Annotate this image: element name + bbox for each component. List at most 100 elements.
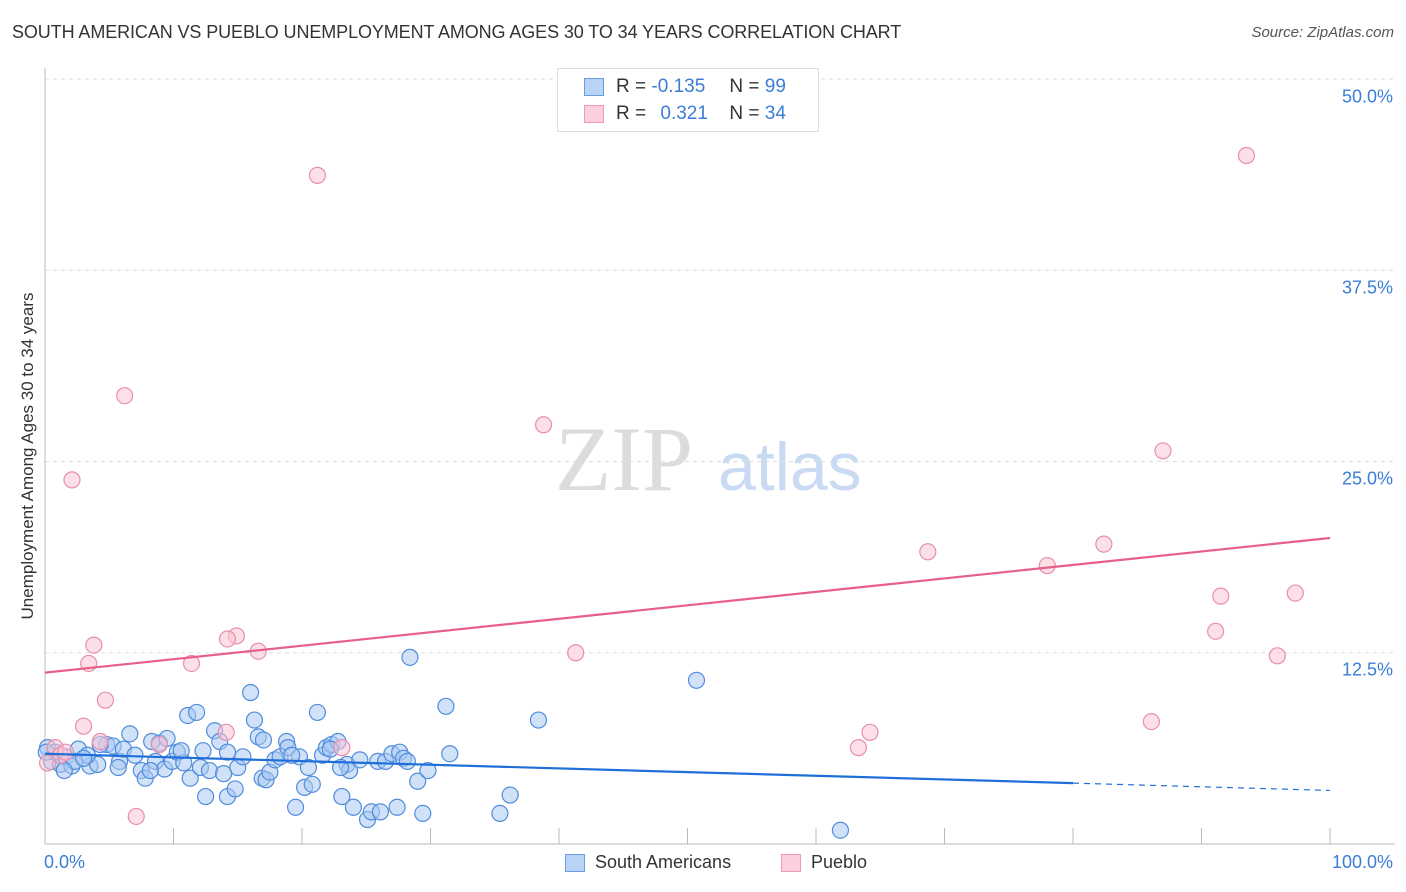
data-point-south-americans bbox=[172, 742, 190, 760]
data-point-pueblo bbox=[91, 732, 109, 751]
data-point-south-americans bbox=[299, 758, 318, 777]
data-point-pueblo bbox=[217, 723, 235, 741]
data-point-pueblo bbox=[1142, 712, 1160, 731]
data-point-south-americans bbox=[254, 731, 273, 749]
legend-swatch-pink bbox=[584, 105, 604, 123]
data-point-pueblo bbox=[567, 644, 585, 662]
data-point-pueblo bbox=[116, 387, 134, 405]
data-point-pueblo bbox=[150, 735, 168, 754]
data-point-south-americans bbox=[529, 711, 548, 729]
data-point-south-americans bbox=[308, 703, 327, 722]
data-point-south-americans bbox=[333, 787, 351, 806]
data-point-south-americans bbox=[215, 765, 233, 783]
data-point-pueblo bbox=[1268, 647, 1286, 665]
data-point-south-americans bbox=[687, 671, 706, 689]
data-point-pueblo bbox=[63, 471, 81, 489]
data-point-south-americans bbox=[303, 775, 321, 793]
data-point-pueblo bbox=[74, 717, 93, 735]
y-tick-label: 25.0% bbox=[1341, 468, 1393, 489]
y-tick-label: 12.5% bbox=[1341, 659, 1393, 680]
stats-legend: R = -0.135 N = 99 R = 0.321 N = 34 bbox=[557, 68, 819, 132]
data-point-pueblo bbox=[218, 630, 237, 648]
data-point-south-americans bbox=[242, 683, 260, 702]
data-point-pueblo bbox=[127, 807, 145, 826]
data-point-pueblo bbox=[38, 754, 57, 772]
data-point-pueblo bbox=[1286, 584, 1304, 602]
data-point-south-americans bbox=[200, 761, 219, 780]
data-point-south-americans bbox=[283, 746, 301, 764]
data-point-south-americans bbox=[401, 648, 419, 666]
x-tick-label: 100.0% bbox=[1331, 852, 1393, 872]
data-point-pueblo bbox=[849, 739, 868, 757]
data-point-south-americans bbox=[188, 703, 206, 722]
r-label: R = bbox=[616, 76, 647, 97]
data-point-pueblo bbox=[861, 723, 879, 741]
n-label: N = bbox=[729, 76, 760, 97]
data-point-pueblo bbox=[96, 691, 114, 709]
trend-line-south-americans bbox=[44, 752, 1074, 785]
data-point-south-americans bbox=[831, 821, 850, 839]
data-point-south-americans bbox=[331, 758, 350, 777]
data-point-south-americans bbox=[141, 761, 159, 780]
data-point-south-americans bbox=[109, 758, 127, 777]
x-tick-label: 0.0% bbox=[44, 852, 86, 872]
chart-source: Source: ZipAtlas.com bbox=[1251, 24, 1394, 41]
watermark-atlas: atlas bbox=[718, 429, 862, 505]
legend-item-south-americans[interactable]: South Americans bbox=[565, 852, 731, 873]
data-point-south-americans bbox=[194, 742, 212, 760]
data-point-pueblo bbox=[85, 636, 103, 654]
legend-row-pueblo: R = 0.321 N = 34 bbox=[584, 102, 786, 126]
n-label: N = bbox=[729, 103, 760, 124]
legend-swatch-blue bbox=[584, 78, 604, 96]
r-label: R = bbox=[616, 103, 647, 124]
legend-row-south-americans: R = -0.135 N = 99 bbox=[584, 75, 786, 99]
data-point-south-americans bbox=[74, 749, 93, 767]
data-point-pueblo bbox=[182, 654, 201, 673]
data-point-pueblo bbox=[1237, 146, 1256, 165]
legend-swatch-blue bbox=[565, 853, 585, 872]
r-value: 0.321 bbox=[660, 103, 708, 124]
data-point-pueblo bbox=[534, 416, 553, 434]
data-point-pueblo bbox=[1154, 442, 1172, 460]
data-point-south-americans bbox=[197, 787, 215, 806]
legend-swatch-pink bbox=[781, 853, 801, 872]
data-point-south-americans bbox=[226, 780, 244, 798]
data-point-south-americans bbox=[501, 786, 519, 804]
watermark-zip: ZIP bbox=[555, 408, 693, 510]
data-point-pueblo bbox=[308, 166, 327, 184]
data-point-south-americans bbox=[388, 798, 406, 816]
trend-line-extension bbox=[1072, 782, 1331, 792]
data-point-south-americans bbox=[344, 798, 362, 816]
data-point-south-americans bbox=[234, 748, 252, 766]
legend-item-pueblo[interactable]: Pueblo bbox=[781, 852, 867, 873]
data-point-pueblo bbox=[333, 739, 351, 757]
data-point-south-americans bbox=[245, 711, 264, 729]
n-value: 34 bbox=[764, 103, 786, 124]
data-point-south-americans bbox=[121, 725, 139, 743]
data-point-south-americans bbox=[398, 752, 416, 770]
r-value: -0.135 bbox=[651, 76, 706, 97]
data-point-south-americans bbox=[414, 804, 432, 823]
data-point-south-americans bbox=[409, 772, 427, 790]
data-point-pueblo bbox=[56, 743, 75, 761]
data-point-south-americans bbox=[181, 769, 199, 787]
data-point-south-americans bbox=[351, 751, 369, 769]
trend-line-pueblo bbox=[44, 536, 1331, 674]
data-point-pueblo bbox=[919, 543, 937, 561]
data-point-south-americans bbox=[218, 743, 237, 761]
data-point-south-americans bbox=[437, 697, 455, 715]
legend-label: South Americans bbox=[595, 852, 732, 872]
data-point-south-americans bbox=[441, 745, 459, 763]
data-point-south-americans bbox=[491, 804, 509, 823]
n-value: 99 bbox=[764, 76, 786, 97]
data-point-pueblo bbox=[1207, 622, 1225, 640]
chart-title: SOUTH AMERICAN VS PUEBLO UNEMPLOYMENT AM… bbox=[12, 22, 902, 42]
y-tick-label: 50.0% bbox=[1341, 86, 1393, 107]
data-point-pueblo bbox=[1095, 535, 1113, 553]
data-point-south-americans bbox=[55, 761, 73, 780]
data-point-pueblo bbox=[1038, 556, 1056, 575]
y-tick-label: 37.5% bbox=[1341, 277, 1393, 298]
data-point-south-americans bbox=[419, 761, 437, 780]
